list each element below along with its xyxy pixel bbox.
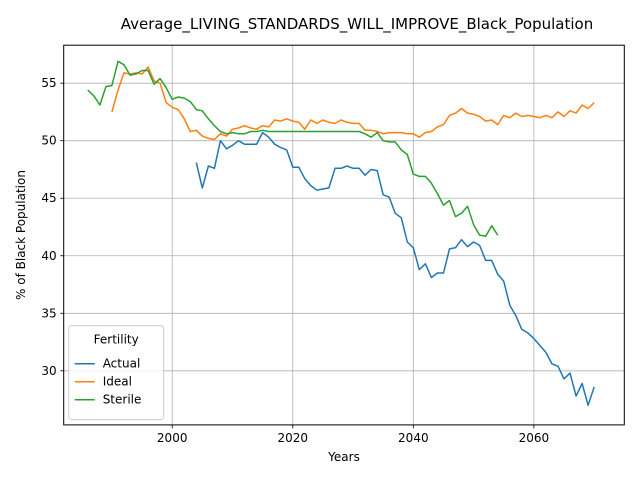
legend-label-actual: Actual bbox=[103, 357, 141, 371]
x-tick-label: 2000 bbox=[157, 431, 188, 445]
legend-label-ideal: Ideal bbox=[103, 375, 132, 389]
x-tick-label: 2020 bbox=[277, 431, 308, 445]
y-tick-label: 55 bbox=[41, 76, 56, 90]
chart-title: Average_LIVING_STANDARDS_WILL_IMPROVE_Bl… bbox=[121, 15, 593, 34]
x-axis-label: Years bbox=[327, 450, 360, 464]
series-line-ideal bbox=[111, 66, 595, 141]
x-axis-ticks: 2000 2020 2040 2060 bbox=[157, 424, 550, 445]
legend-box bbox=[68, 325, 165, 421]
series-line-actual bbox=[195, 131, 595, 407]
x-tick-label: 2040 bbox=[398, 431, 429, 445]
y-axis-label: % of Black Population bbox=[14, 170, 28, 300]
y-tick-label: 50 bbox=[41, 134, 56, 148]
x-tick-label: 2060 bbox=[519, 431, 550, 445]
legend-title: Fertility bbox=[94, 333, 139, 347]
y-tick-label: 30 bbox=[41, 364, 56, 378]
series-lines bbox=[87, 60, 595, 407]
y-tick-label: 40 bbox=[41, 249, 56, 263]
legend-label-sterile: Sterile bbox=[103, 393, 142, 407]
y-axis-ticks: 30 35 40 45 50 55 bbox=[41, 76, 64, 378]
plot-frame bbox=[63, 44, 625, 426]
y-tick-label: 45 bbox=[41, 191, 56, 205]
legend: Fertility Actual Ideal Sterile bbox=[68, 325, 165, 421]
series-line-sterile bbox=[87, 60, 499, 237]
y-tick-label: 35 bbox=[41, 306, 56, 320]
